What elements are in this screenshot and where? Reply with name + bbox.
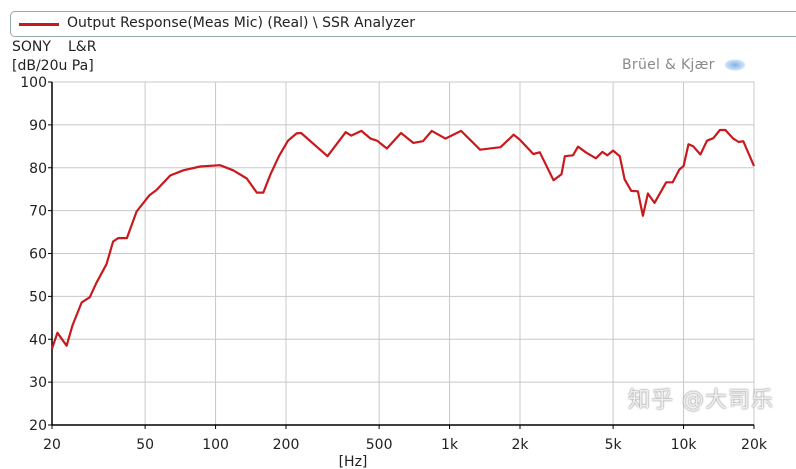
x-axis-label: [Hz]	[339, 454, 368, 469]
legend-swatch	[19, 23, 59, 26]
x-tick-label: 50	[136, 437, 154, 453]
x-tick-label: 500	[366, 437, 393, 453]
brand-logo: Brüel & Kjær	[622, 57, 715, 73]
y-tick-label: 30	[29, 375, 47, 391]
watermark: 知乎 @大司乐	[628, 388, 774, 413]
y-tick-label: 100	[20, 75, 47, 91]
y-tick-label: 60	[29, 247, 47, 263]
x-tick-label: 100	[202, 437, 229, 453]
x-tick-label: 20	[43, 437, 61, 453]
y-tick-label: 20	[29, 418, 47, 434]
y-tick-label: 90	[29, 118, 47, 134]
y-tick-label: 70	[29, 204, 47, 220]
channel-label: L&R	[68, 39, 97, 55]
bk-logo-icon	[724, 59, 746, 71]
x-tick-label: 200	[273, 437, 300, 453]
y-tick-label: 40	[29, 332, 47, 348]
x-tick-label: 2k	[511, 437, 529, 453]
y-axis-unit: [dB/20u Pa]	[12, 58, 94, 74]
device-label: SONY	[12, 39, 51, 55]
legend-label: Output Response(Meas Mic) (Real) \ SSR A…	[67, 15, 415, 31]
x-tick-label: 20k	[741, 437, 768, 453]
x-tick-label: 10k	[671, 437, 698, 453]
y-tick-label: 50	[29, 289, 47, 305]
y-tick-label: 80	[29, 161, 47, 177]
series-line	[50, 128, 756, 350]
x-tick-label: 5k	[605, 437, 623, 453]
x-tick-label: 1k	[441, 437, 459, 453]
legend: Output Response(Meas Mic) (Real) \ SSR A…	[10, 11, 796, 37]
